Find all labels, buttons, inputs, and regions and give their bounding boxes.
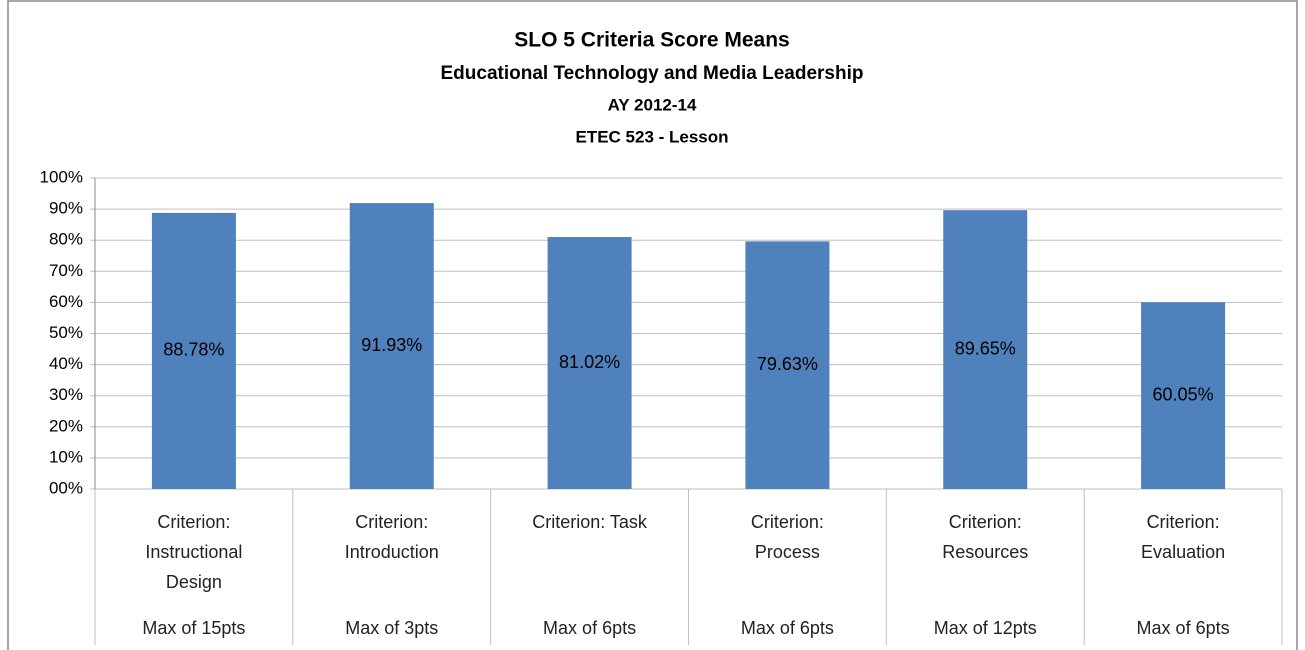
x-tick-label: Criterion: Evaluation [1141, 512, 1226, 562]
y-tick-label: 70% [49, 261, 83, 280]
y-tick-label: 20% [49, 416, 83, 435]
data-label: 88.78% [163, 340, 224, 360]
y-tick-label: 90% [49, 199, 83, 218]
x-group-label: Max of 15pts [142, 618, 246, 638]
x-group-label: Max of 3pts [345, 618, 439, 638]
y-tick-label: 30% [49, 385, 83, 404]
bar [349, 203, 434, 489]
x-tick-label: Criterion: Process [750, 512, 824, 562]
data-label: 79.63% [757, 354, 818, 374]
data-label: 91.93% [361, 335, 422, 355]
x-group-label: Max of 6pts [543, 618, 637, 638]
chart-subtitle: AY 2012-14 [608, 95, 697, 114]
x-tick-label: Criterion: Introduction [344, 512, 439, 562]
x-tick-label: Criterion: Task [532, 512, 647, 532]
y-tick-label: 60% [49, 292, 83, 311]
x-tick-label: Criterion: Instructional Design [145, 512, 243, 592]
chart-title: SLO 5 Criteria Score Means [514, 29, 789, 52]
bar [943, 210, 1028, 489]
chart-subtitle: ETEC 523 - Lesson [575, 127, 728, 146]
data-label: 89.65% [955, 338, 1016, 358]
y-tick-label: 00% [49, 478, 83, 497]
bar [745, 241, 830, 489]
bar [1141, 302, 1226, 489]
x-group-label: Max of 6pts [1136, 618, 1230, 638]
y-tick-label: 80% [49, 230, 83, 249]
x-group-label: Max of 6pts [740, 618, 834, 638]
data-label: 81.02% [559, 352, 620, 372]
y-tick-label: 40% [49, 354, 83, 373]
chart-subtitle: Educational Technology and Media Leaders… [441, 63, 864, 84]
y-tick-label: 50% [49, 323, 83, 342]
data-label: 60.05% [1153, 384, 1214, 404]
x-tick-label: Criterion: Resources [942, 512, 1029, 562]
y-tick-label: 10% [49, 447, 83, 466]
bar [151, 212, 236, 489]
x-group-label: Max of 12pts [933, 618, 1037, 638]
y-tick-label: 100% [40, 167, 83, 186]
bar [547, 237, 632, 489]
